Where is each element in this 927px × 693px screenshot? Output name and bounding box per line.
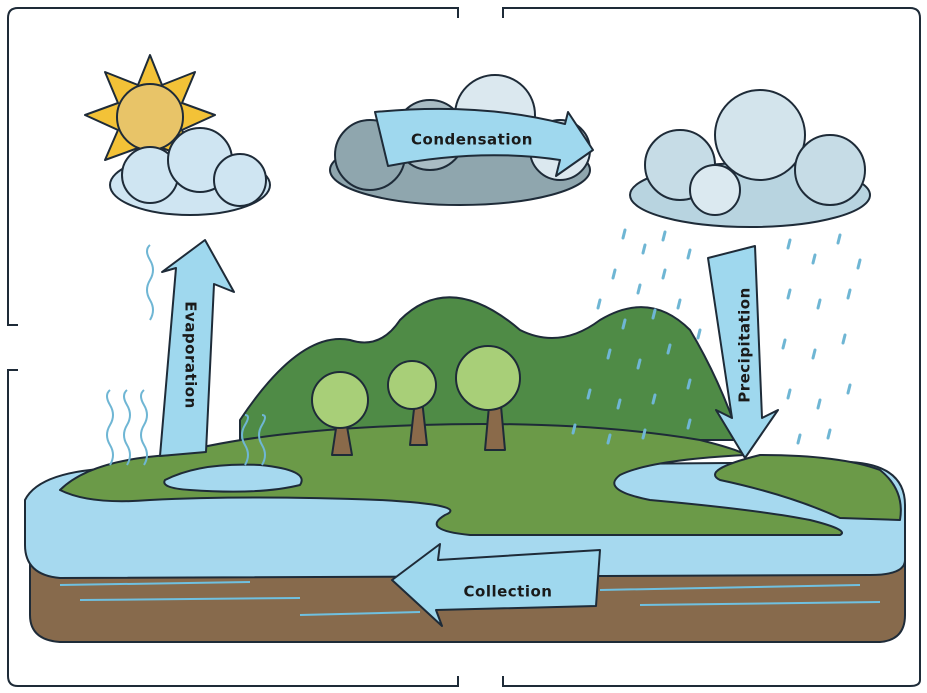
label-condensation: Condensation xyxy=(411,131,533,149)
label-collection: Collection xyxy=(464,583,553,601)
water-cycle-diagram: Condensation Evaporation Precipitation C… xyxy=(0,0,927,693)
label-precipitation: Precipitation xyxy=(736,287,754,403)
cloud-right xyxy=(630,90,870,227)
label-evaporation: Evaporation xyxy=(182,301,200,409)
